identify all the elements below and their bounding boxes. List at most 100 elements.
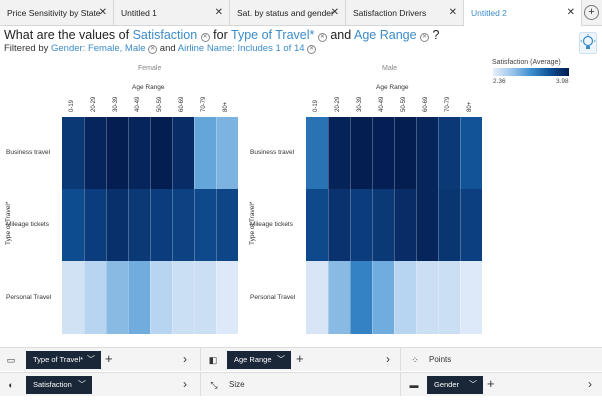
close-icon[interactable]: ✕ [330,7,339,18]
add-icon[interactable]: + [487,376,495,391]
remove-token-icon[interactable]: ✕ [200,33,210,42]
heatmap-cell[interactable] [306,117,328,189]
heatmap-cell[interactable] [216,117,238,189]
heatmap-cell[interactable] [150,189,172,261]
heatmap-cell[interactable] [372,261,394,334]
heatmap-cell[interactable] [84,117,106,189]
remove-filter-icon[interactable]: ✕ [148,45,158,54]
heatmap-cell[interactable] [128,189,150,261]
points-label[interactable]: Points [429,355,452,364]
chevron-right-icon[interactable]: › [588,377,592,391]
remove-token-icon[interactable]: ✕ [317,33,327,42]
close-icon[interactable]: ✕ [214,7,223,18]
remove-token-icon[interactable]: ✕ [420,33,430,42]
heatmap-cell[interactable] [394,189,416,261]
heatmap-cell[interactable] [128,117,150,189]
heatmap-cell[interactable] [350,117,372,189]
rows-pill[interactable]: Type of Travel* ﹀ [26,351,101,369]
heatmap-cell[interactable] [84,189,106,261]
facet-pill[interactable]: Gender ﹀ [427,376,483,394]
tab-price-sensitivity-by-state[interactable]: Price Sensitivity by State ✕ [0,0,114,26]
add-icon[interactable]: + [296,351,304,366]
grid-line [150,117,151,334]
measure-token[interactable]: Satisfaction [132,28,198,42]
dimension-token-type-of-travel[interactable]: Type of Travel* [231,28,315,42]
heatmap-cell[interactable] [416,117,438,189]
heatmap-cell[interactable] [306,189,328,261]
heatmap-cell[interactable] [194,117,216,189]
close-icon[interactable]: ✕ [98,7,107,18]
close-icon[interactable]: ✕ [448,7,457,18]
heatmap-cell[interactable] [216,189,238,261]
heatmap-cell[interactable] [328,261,350,334]
close-icon[interactable]: ✕ [566,7,575,18]
heatmap-cell[interactable] [350,189,372,261]
heatmap-cell[interactable] [372,189,394,261]
grid-line [216,117,217,334]
heatmap-cell[interactable] [460,117,482,189]
heatmap-cell[interactable] [306,261,328,334]
heatmap-cell[interactable] [372,117,394,189]
chevron-down-icon[interactable]: ﹀ [87,355,95,364]
heatmap-cell[interactable] [438,261,460,334]
heatmap-cell[interactable] [172,261,194,334]
heatmap-cell[interactable] [172,189,194,261]
heatmap-cell[interactable] [150,117,172,189]
chevron-right-icon[interactable]: › [386,352,390,366]
columns-pill[interactable]: Age Range ﹀ [227,351,291,369]
x-axis-title: Age Range [132,84,165,91]
add-icon[interactable]: + [105,351,113,366]
chevron-down-icon[interactable]: ﹀ [277,355,285,364]
facet-pill-label: Gender [434,380,460,389]
filter-token-airline-name[interactable]: Airline Name: Includes 1 of 14 [177,43,305,54]
question-and: and [330,28,352,42]
lightbulb-icon[interactable] [579,32,597,54]
x-tick-label: 30-39 [113,96,119,112]
heatmap-cell[interactable] [106,189,128,261]
heatmap-cell[interactable] [460,189,482,261]
tab-satisfaction-drivers[interactable]: Satisfaction Drivers ✕ [346,0,464,26]
heatmap-cell[interactable] [438,117,460,189]
heatmap-cell[interactable] [416,189,438,261]
heatmap-cell[interactable] [194,261,216,334]
filter-token-gender[interactable]: Gender: Female, Male [51,43,146,54]
heatmap-cell[interactable] [62,261,84,334]
tab-untitled-1[interactable]: Untitled 1 ✕ [114,0,230,26]
dimension-token-age-range[interactable]: Age Range [354,28,417,42]
heatmap-cell[interactable] [150,261,172,334]
remove-filter-icon[interactable]: ✕ [307,45,317,54]
facet-title: Male [382,65,398,72]
grid-line [194,117,195,334]
heatmap-cell[interactable] [128,261,150,334]
y-tick-label: Business travel [250,149,295,156]
add-tab-icon[interactable]: + [584,5,599,20]
size-label[interactable]: Size [229,380,245,389]
heatmap-cell[interactable] [62,189,84,261]
heatmap-cell[interactable] [328,117,350,189]
heatmap-cell[interactable] [438,189,460,261]
tab-sat-by-status-and-gender[interactable]: Sat. by status and gender ✕ [230,0,346,26]
heatmap-cell[interactable] [328,189,350,261]
y-tick-label: Mileage tickets [250,221,293,228]
y-axis-title: Type of Travel* [5,201,12,245]
heatmap-cell[interactable] [460,261,482,334]
heatmap-cell[interactable] [172,117,194,189]
chevron-down-icon[interactable]: ﹀ [469,380,477,389]
legend-max: 3.98 [556,78,569,85]
tab-untitled-2[interactable]: Untitled 2 ✕ [464,0,582,27]
heatmap-cell[interactable] [216,261,238,334]
heatmap-cell[interactable] [350,261,372,334]
color-pill[interactable]: Satisfaction ﹀ [26,376,92,394]
tab-label: Untitled 2 [471,8,507,18]
chevron-right-icon[interactable]: › [183,352,187,366]
heatmap-cell[interactable] [106,117,128,189]
heatmap-cell[interactable] [416,261,438,334]
heatmap-cell[interactable] [106,261,128,334]
heatmap-cell[interactable] [62,117,84,189]
heatmap-cell[interactable] [194,189,216,261]
chevron-down-icon[interactable]: ﹀ [78,380,86,389]
heatmap-cell[interactable] [394,261,416,334]
heatmap-cell[interactable] [394,117,416,189]
heatmap-cell[interactable] [84,261,106,334]
chevron-right-icon[interactable]: › [183,377,187,391]
